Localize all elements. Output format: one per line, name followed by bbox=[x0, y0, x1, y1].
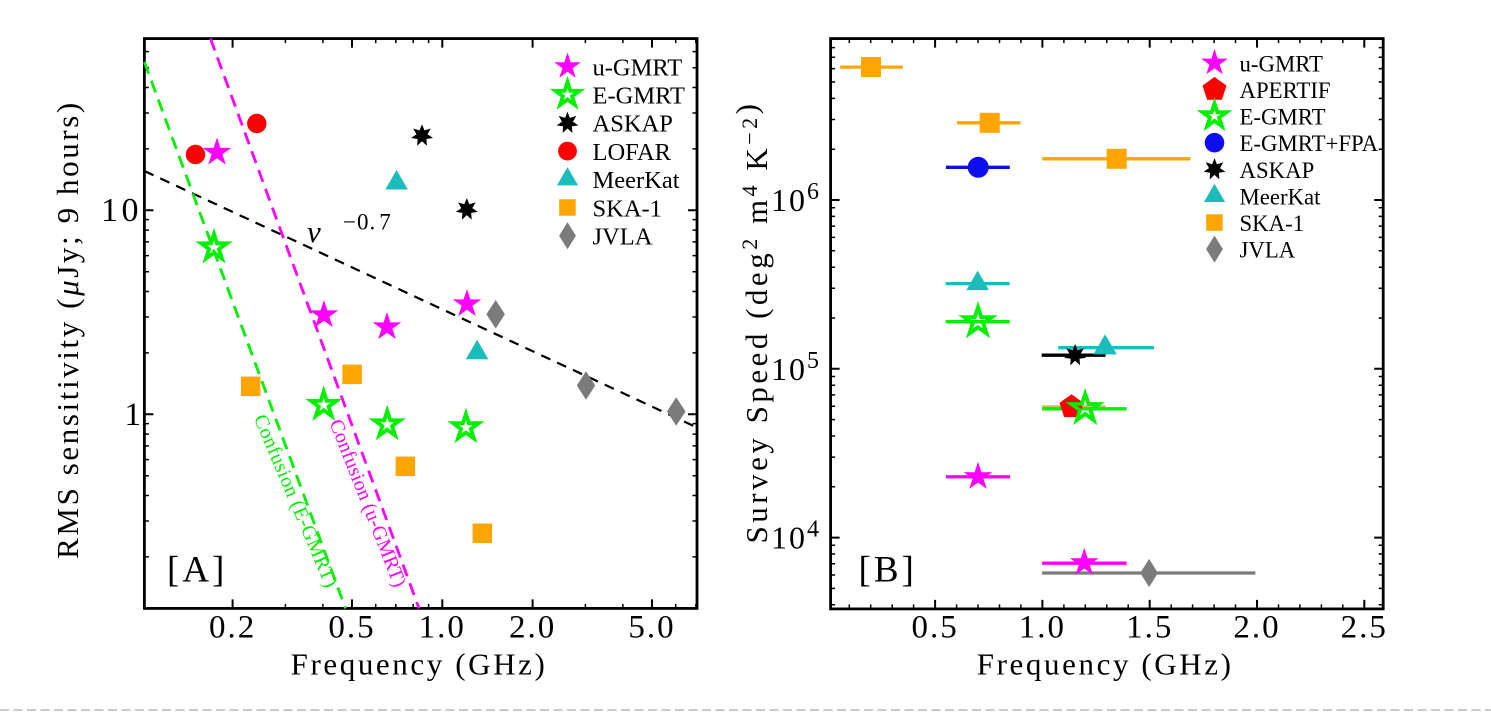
svg-text:0.5: 0.5 bbox=[328, 610, 375, 646]
svg-text:MeerKat: MeerKat bbox=[593, 167, 680, 194]
svg-text:10: 10 bbox=[101, 192, 142, 229]
svg-text:RMS sensitivity (μJy; 9 hours): RMS sensitivity (μJy; 9 hours) bbox=[50, 100, 85, 559]
svg-text:0.2: 0.2 bbox=[209, 610, 256, 646]
svg-text:LOFAR: LOFAR bbox=[593, 139, 672, 166]
svg-text:105: 105 bbox=[771, 348, 821, 387]
svg-text:[B]: [B] bbox=[859, 550, 917, 591]
svg-text:u-GMRT: u-GMRT bbox=[1240, 51, 1324, 76]
svg-text:ASKAP: ASKAP bbox=[593, 111, 673, 138]
svg-text:E-GMRT: E-GMRT bbox=[593, 83, 685, 110]
svg-text:1.5: 1.5 bbox=[1126, 610, 1173, 646]
svg-text:2.0: 2.0 bbox=[1233, 610, 1280, 646]
svg-text:Frequency (GHz): Frequency (GHz) bbox=[291, 647, 548, 682]
svg-text:E-GMRT+FPA: E-GMRT+FPA bbox=[1240, 131, 1379, 156]
svg-text:E-GMRT: E-GMRT bbox=[1240, 105, 1326, 130]
svg-text:−0.7: −0. 7 bbox=[343, 210, 392, 235]
svg-text:JVLA: JVLA bbox=[593, 224, 653, 251]
svg-text:u-GMRT: u-GMRT bbox=[593, 54, 683, 81]
svg-text:MeerKat: MeerKat bbox=[1240, 184, 1322, 209]
svg-text:1: 1 bbox=[125, 397, 142, 433]
svg-text:2.0: 2.0 bbox=[509, 610, 556, 646]
svg-text:JVLA: JVLA bbox=[1240, 238, 1296, 263]
svg-text:[A]: [A] bbox=[167, 550, 227, 591]
svg-text:0.5: 0.5 bbox=[911, 610, 958, 646]
svg-text:APERTIF: APERTIF bbox=[1240, 78, 1331, 103]
svg-text:SKA-1: SKA-1 bbox=[593, 195, 662, 222]
svg-text:1.0: 1.0 bbox=[419, 610, 466, 646]
svg-text:SKA-1: SKA-1 bbox=[1240, 211, 1305, 236]
svg-text:5.0: 5.0 bbox=[628, 610, 675, 646]
svg-text:ν: ν bbox=[307, 214, 321, 249]
svg-text:1.0: 1.0 bbox=[1019, 610, 1066, 646]
svg-text:Frequency (GHz): Frequency (GHz) bbox=[977, 647, 1234, 682]
svg-text:ASKAP: ASKAP bbox=[1240, 158, 1315, 183]
svg-text:2.5: 2.5 bbox=[1341, 610, 1388, 646]
